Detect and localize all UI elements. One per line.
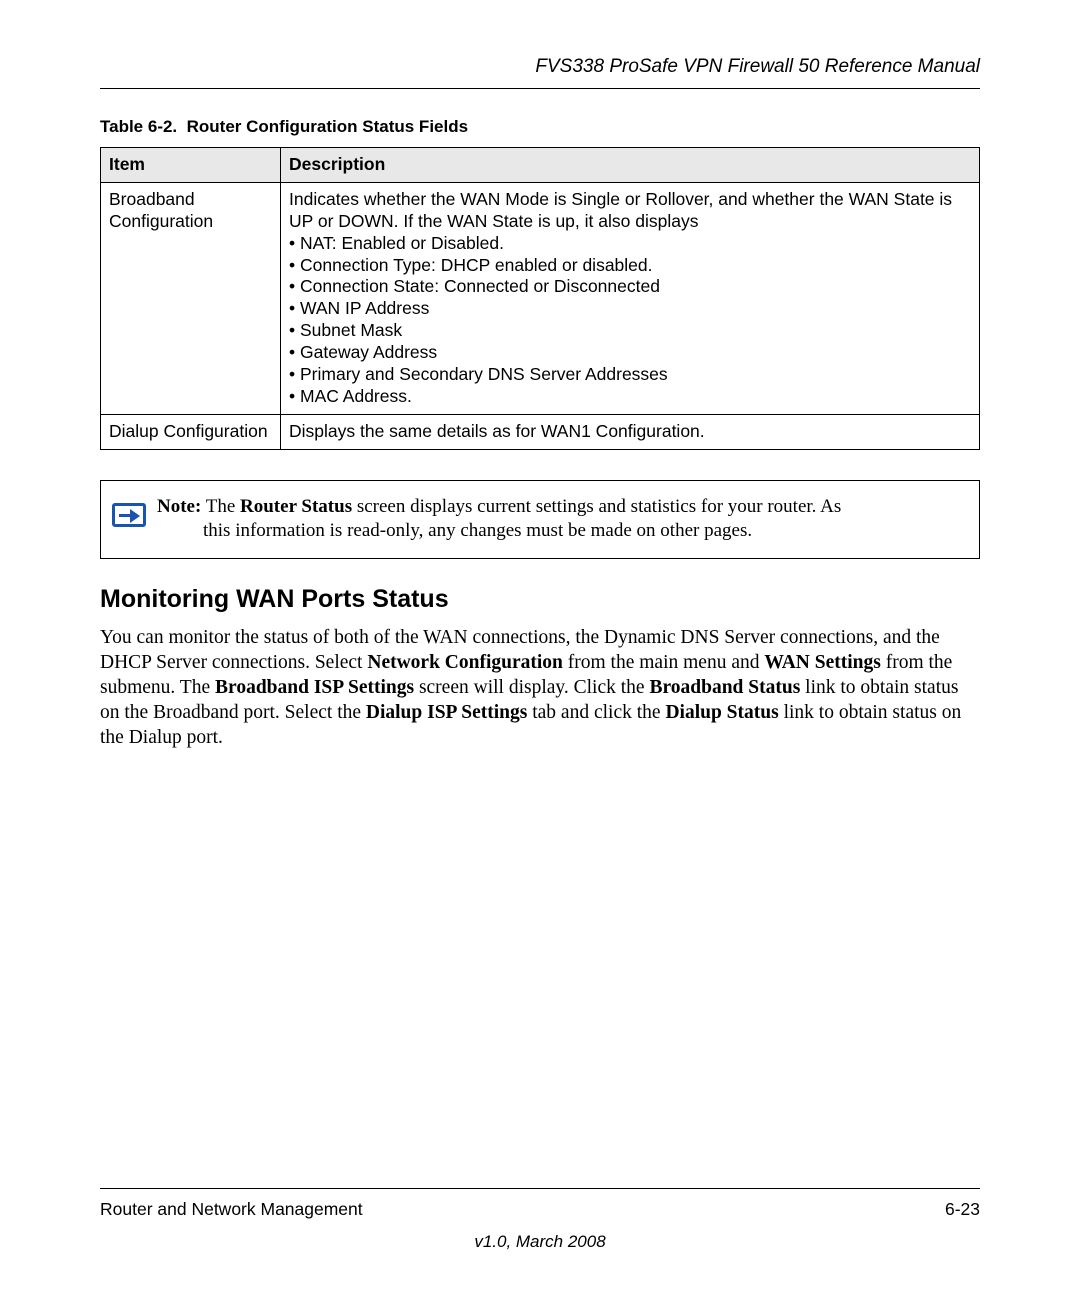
note-bold-term: Router Status	[240, 496, 352, 517]
table-row: Dialup Configuration Displays the same d…	[101, 414, 980, 449]
table-row: Broadband Configuration Indicates whethe…	[101, 182, 980, 414]
bullet: Gateway Address	[289, 342, 971, 364]
p-b5: Dialup ISP Settings	[366, 702, 527, 723]
section-heading: Monitoring WAN Ports Status	[100, 585, 980, 614]
footer-rule	[100, 1188, 980, 1189]
bullet: WAN IP Address	[289, 298, 971, 320]
note-line2: this information is read-only, any chang…	[157, 519, 969, 544]
note-label: Note:	[157, 496, 201, 517]
p-t2: from the main menu and	[563, 652, 764, 673]
footer-page-number: 6-23	[945, 1199, 980, 1220]
arrow-right-icon	[112, 503, 146, 527]
note-t1: The	[201, 496, 240, 517]
cell-item: Broadband Configuration	[101, 182, 281, 414]
p-t4: screen will display. Click the	[414, 677, 649, 698]
running-header: FVS338 ProSafe VPN Firewall 50 Reference…	[100, 56, 980, 89]
table-caption: Table 6-2. Router Configuration Status F…	[100, 117, 980, 137]
bullet: MAC Address.	[289, 386, 971, 408]
p-t6: tab and click the	[527, 702, 665, 723]
bullet: Primary and Secondary DNS Server Address…	[289, 364, 971, 386]
cell-description: Indicates whether the WAN Mode is Single…	[281, 182, 980, 414]
p-b6: Dialup Status	[665, 702, 778, 723]
desc-bullets: NAT: Enabled or Disabled. Connection Typ…	[289, 233, 971, 408]
cell-description: Displays the same details as for WAN1 Co…	[281, 414, 980, 449]
cell-item: Dialup Configuration	[101, 414, 281, 449]
bullet: Subnet Mask	[289, 320, 971, 342]
section-paragraph: You can monitor the status of both of th…	[100, 626, 980, 751]
bullet: NAT: Enabled or Disabled.	[289, 233, 971, 255]
router-config-table: Item Description Broadband Configuration…	[100, 147, 980, 450]
p-b4: Broadband Status	[649, 677, 800, 698]
p-b2: WAN Settings	[764, 652, 880, 673]
note-icon-cell	[101, 481, 157, 549]
footer-version: v1.0, March 2008	[100, 1232, 980, 1252]
p-b1: Network Configuration	[367, 652, 563, 673]
table-caption-number: Table 6-2.	[100, 117, 177, 136]
footer-left: Router and Network Management	[100, 1199, 363, 1220]
desc-lead: Indicates whether the WAN Mode is Single…	[289, 189, 952, 231]
note-text: Note: The Router Status screen displays …	[157, 481, 979, 558]
p-b3: Broadband ISP Settings	[215, 677, 414, 698]
note-t2: screen displays current settings and sta…	[352, 496, 841, 517]
table-caption-title: Router Configuration Status Fields	[187, 117, 468, 136]
note-callout: Note: The Router Status screen displays …	[100, 480, 980, 559]
page-footer: Router and Network Management 6-23 v1.0,…	[100, 1188, 980, 1252]
bullet: Connection State: Connected or Disconnec…	[289, 276, 971, 298]
col-header-description: Description	[281, 148, 980, 183]
table-header-row: Item Description	[101, 148, 980, 183]
bullet: Connection Type: DHCP enabled or disable…	[289, 255, 971, 277]
col-header-item: Item	[101, 148, 281, 183]
